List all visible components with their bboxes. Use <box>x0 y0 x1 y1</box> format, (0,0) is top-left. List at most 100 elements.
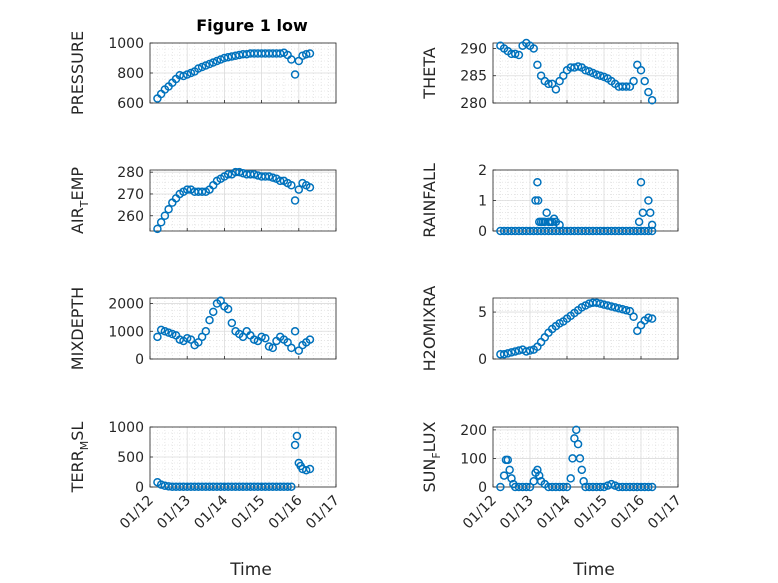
data-point <box>507 348 516 357</box>
figure-title: Figure 1 low <box>196 16 308 35</box>
data-point <box>592 70 601 79</box>
data-point <box>647 314 657 323</box>
y-tick-label: 0 <box>135 352 144 368</box>
data-point <box>533 60 542 70</box>
subplot-rainfall: 0 1 2 RAINFALL <box>420 163 679 240</box>
x-tick-label: 01/14 <box>191 492 231 532</box>
y-tick-label: 600 <box>117 96 144 112</box>
data-point <box>621 305 631 315</box>
data-point <box>153 224 162 234</box>
data-point <box>555 220 564 230</box>
x-tick-label: 01/12 <box>117 493 157 533</box>
data-point <box>636 177 646 187</box>
y-axis-label: TERRMSL <box>68 422 91 494</box>
y-tick-label: 285 <box>460 69 487 85</box>
data-point <box>607 302 616 311</box>
data-point <box>249 335 259 344</box>
data-point <box>529 44 538 53</box>
data-point <box>633 326 642 336</box>
y-axis-label: SUNFLUX <box>420 421 443 492</box>
data-point <box>636 66 646 75</box>
data-point <box>596 299 605 308</box>
y-tick-label: 0 <box>135 480 144 496</box>
data-point <box>614 304 624 313</box>
x-tick-label: 01/16 <box>266 492 306 532</box>
data-point <box>610 303 620 312</box>
y-tick-label: 290 <box>460 41 487 57</box>
data-point <box>647 482 657 492</box>
data-point <box>283 482 292 491</box>
data-point <box>301 50 311 59</box>
data-point <box>570 434 579 443</box>
data-point <box>168 329 177 339</box>
data-point <box>294 185 304 194</box>
subplot-theta: 280 285 290 THETA <box>420 38 679 112</box>
data-point <box>290 327 300 336</box>
data-point <box>533 465 542 475</box>
y-tick-label: 0 <box>478 224 487 240</box>
y-tick-label: 800 <box>117 66 144 82</box>
y-tick-label: 500 <box>117 450 144 466</box>
data-point <box>621 82 631 91</box>
x-tick-label: 01/17 <box>645 493 685 533</box>
data-point <box>575 454 585 463</box>
data-point <box>160 211 170 220</box>
data-point <box>535 471 544 480</box>
data-point <box>644 87 653 97</box>
x-tick-label: 01/17 <box>303 493 343 533</box>
data-point <box>596 71 605 80</box>
data-point <box>592 298 601 307</box>
y-tick-label: 1000 <box>108 36 144 52</box>
data-point <box>544 79 553 89</box>
data-point <box>551 85 561 94</box>
y-axis-label: THETA <box>420 47 439 99</box>
data-point <box>164 328 173 337</box>
data-point <box>290 440 300 450</box>
subplot-air-temp: 260 270 280 AIRTEMP <box>68 165 337 234</box>
data-point <box>618 305 627 314</box>
data-point <box>646 208 655 217</box>
x-tick-label: 01/15 <box>571 493 611 533</box>
data-point <box>522 347 531 356</box>
data-point <box>153 332 162 342</box>
data-point <box>579 477 588 486</box>
data-point <box>201 327 211 336</box>
data-point <box>264 172 274 181</box>
data-point <box>525 346 535 355</box>
data-point <box>287 482 296 491</box>
data-point <box>542 208 551 217</box>
data-point <box>264 342 274 351</box>
y-tick-label: 2000 <box>108 297 144 313</box>
y-tick-label: 260 <box>117 209 144 225</box>
data-point <box>257 332 266 342</box>
data-point <box>503 455 513 465</box>
data-point <box>634 217 644 227</box>
data-point <box>227 318 237 328</box>
data-point <box>305 49 315 58</box>
subplot-h2omixra: 0 5 H2OMIXRA <box>420 286 679 371</box>
data-point <box>249 170 259 179</box>
axes-frame <box>492 42 679 104</box>
y-axis-label: RAINFALL <box>420 163 439 238</box>
y-tick-label: 5 <box>478 305 487 321</box>
x-tick-label: 01/13 <box>497 493 537 533</box>
data-point <box>499 471 509 480</box>
data-point <box>268 173 278 182</box>
y-axis-label: MIXDEPTH <box>68 287 87 370</box>
data-point <box>572 425 581 435</box>
data-point <box>599 300 609 309</box>
data-point <box>625 306 635 316</box>
data-point <box>644 226 653 236</box>
data-point <box>290 70 300 79</box>
data-point <box>182 333 192 343</box>
y-tick-label: 2 <box>478 163 487 179</box>
axes-frame <box>149 297 337 360</box>
data-point <box>156 325 166 335</box>
y-tick-label: 1000 <box>108 324 144 340</box>
data-point <box>499 350 509 359</box>
data-point <box>531 196 540 205</box>
data-point <box>629 312 638 322</box>
x-tick-label: 01/16 <box>608 492 648 532</box>
data-point <box>261 333 270 343</box>
